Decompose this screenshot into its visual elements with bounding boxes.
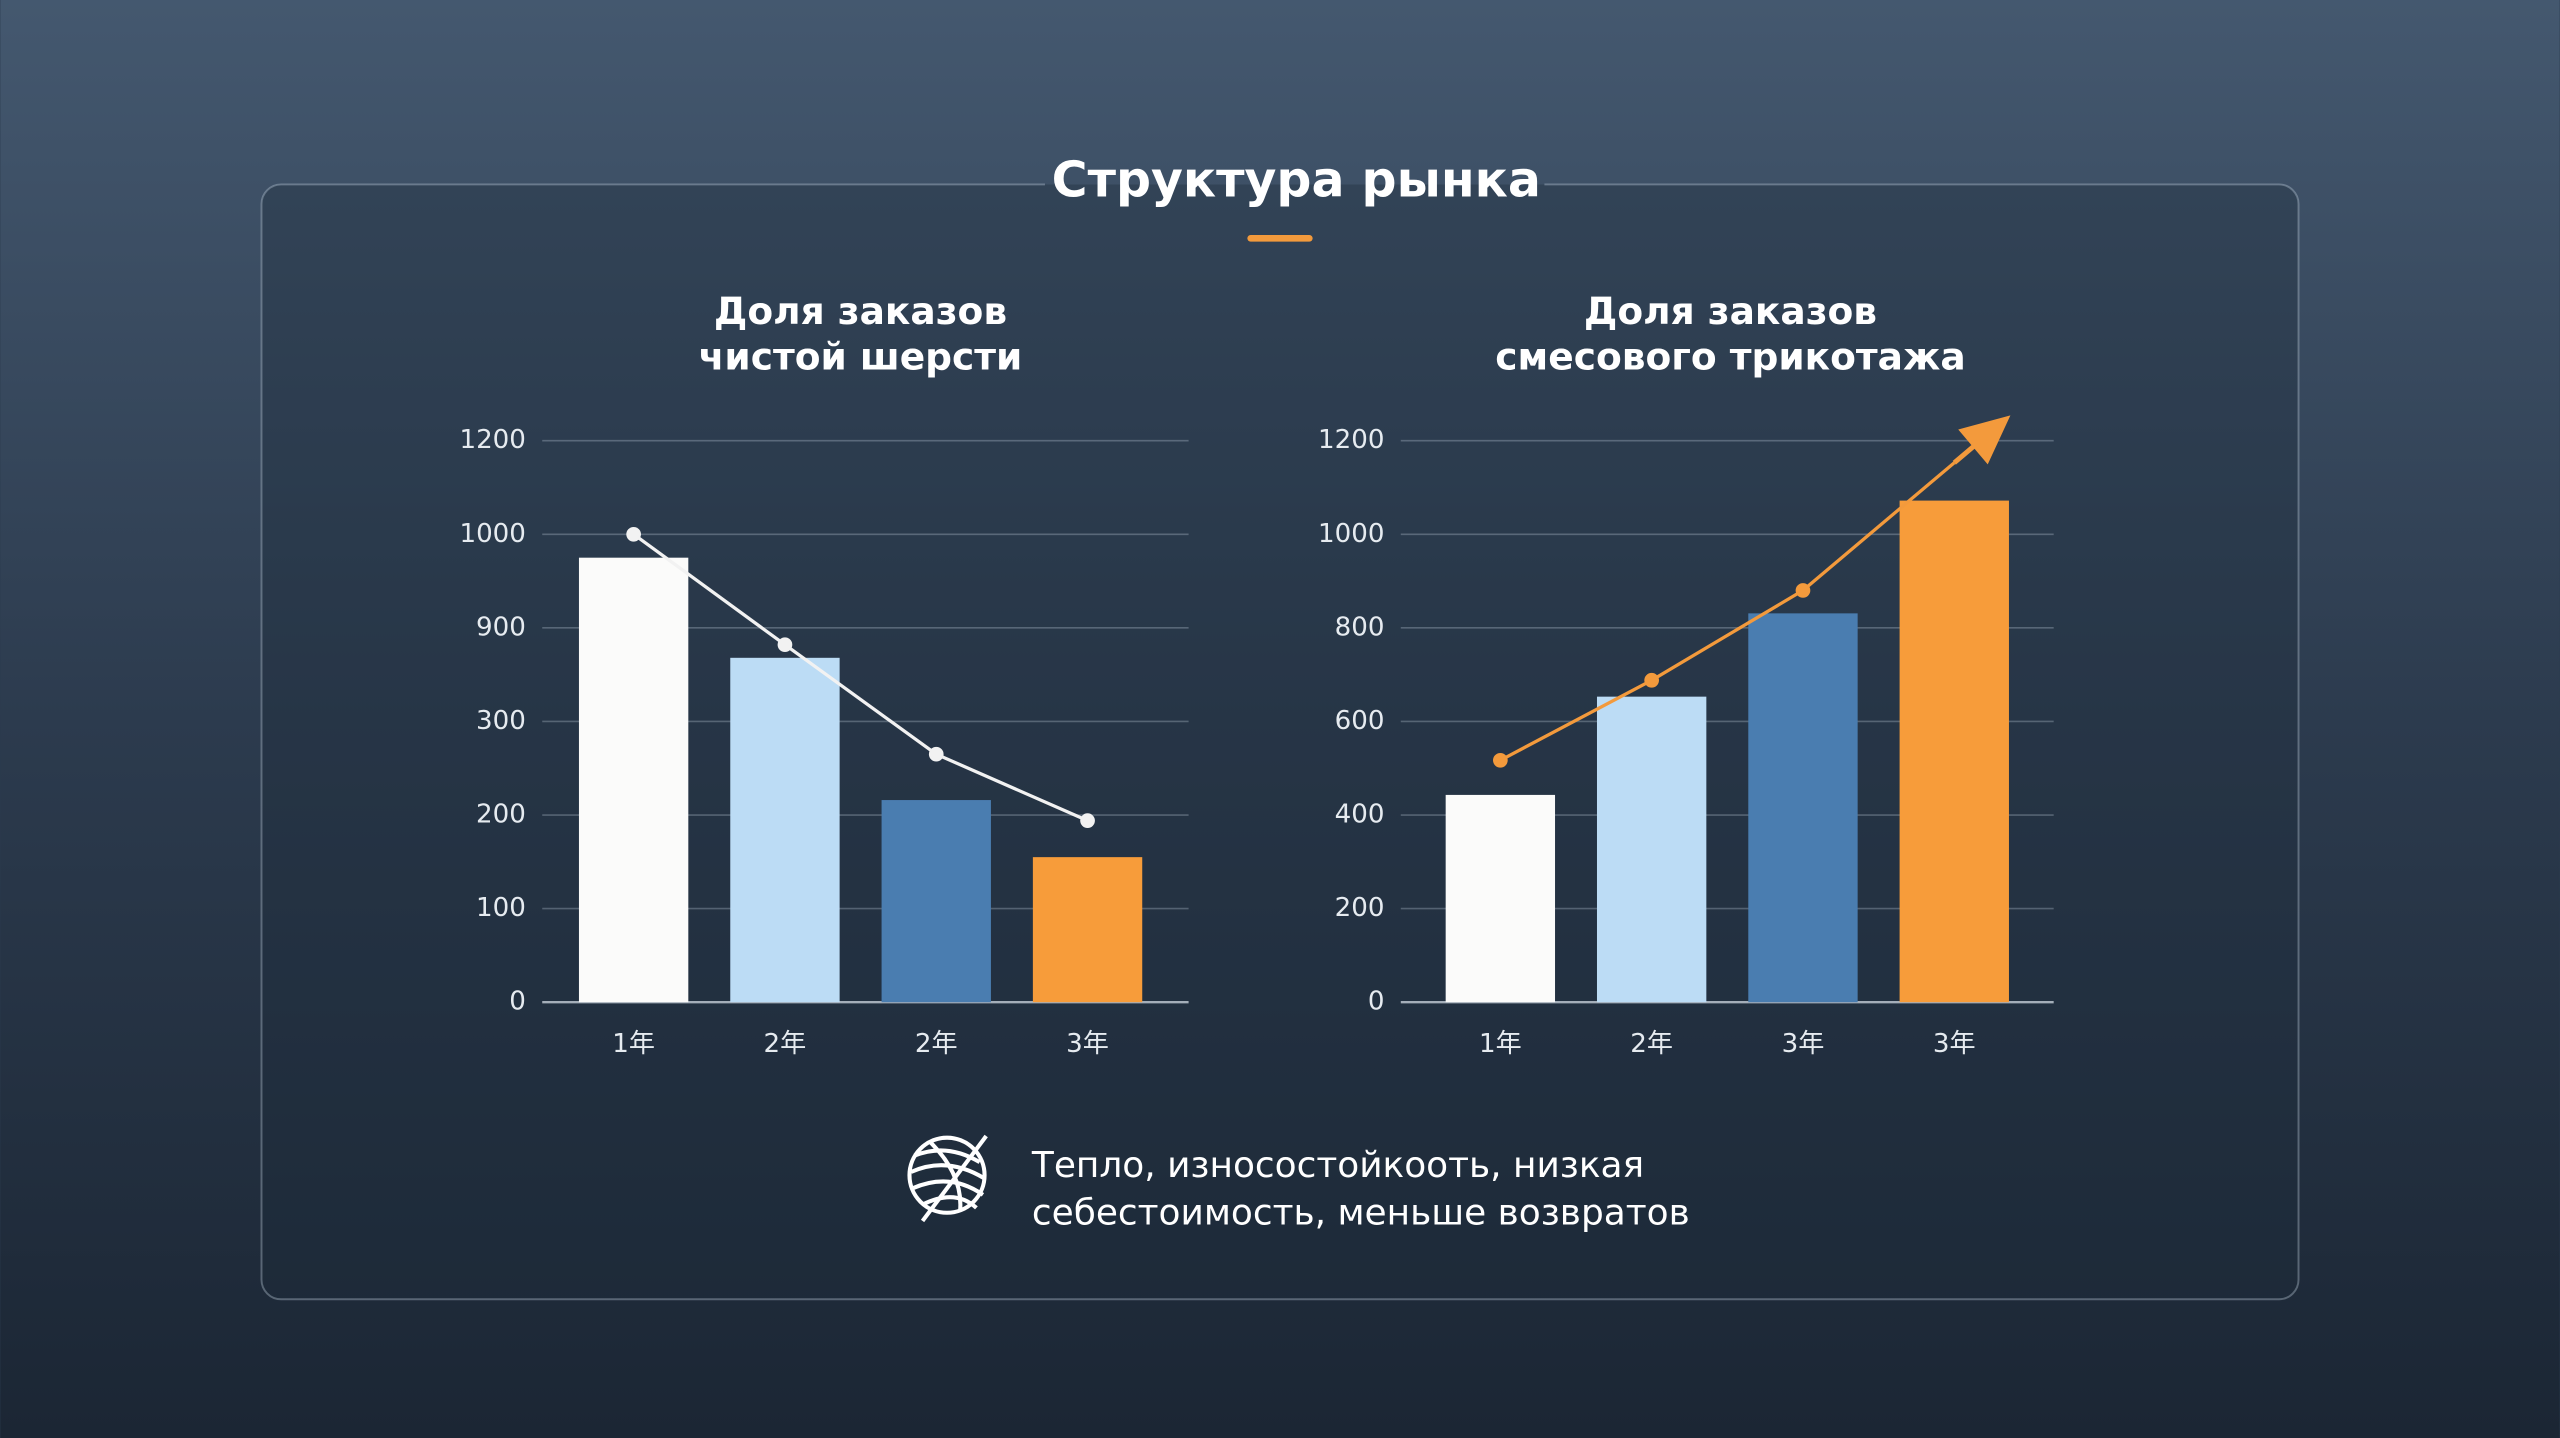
bar	[578, 557, 689, 1003]
footer-line: себестоимость, меньше возвратов	[1032, 1192, 1690, 1233]
footer-line: Тепло, износостойкооть, низкая	[1031, 1145, 1644, 1186]
chart-title: чистой шерсти	[699, 335, 1023, 379]
chart-title: Доля заказов	[1584, 289, 1877, 333]
y-tick-label: 0	[509, 987, 526, 1017]
x-tick-label: 1年	[1479, 1029, 1522, 1059]
panel	[260, 183, 2300, 1301]
y-tick-label: 200	[1335, 893, 1385, 923]
y-tick-label: 100	[476, 893, 526, 923]
x-tick-label: 2年	[1630, 1029, 1673, 1059]
y-tick-label: 900	[476, 612, 526, 642]
line-point	[1493, 752, 1508, 768]
x-tick-label: 3年	[1782, 1029, 1825, 1059]
trend-line	[632, 532, 1089, 823]
x-tick-label: 2年	[915, 1029, 958, 1059]
y-tick-label: 200	[476, 800, 526, 830]
line-point	[1644, 672, 1660, 688]
page-title: Структура рынка	[1052, 151, 1541, 208]
bar	[1032, 857, 1143, 1003]
y-tick-label: 400	[1335, 800, 1385, 830]
x-tick-label: 1年	[612, 1029, 655, 1059]
bar	[1596, 696, 1707, 1003]
y-tick-label: 1000	[459, 519, 525, 549]
x-tick-label: 2年	[764, 1029, 807, 1059]
bar	[730, 657, 840, 1003]
line-point	[928, 746, 944, 762]
bar	[1445, 794, 1556, 1003]
bar	[1748, 613, 1858, 1003]
line-point	[777, 637, 793, 653]
bar	[881, 800, 991, 1003]
y-tick-label: 600	[1335, 706, 1385, 736]
line-point	[1080, 813, 1095, 828]
title-underline	[1247, 235, 1313, 242]
x-tick-label: 3年	[1066, 1029, 1109, 1059]
y-tick-label: 800	[1335, 612, 1385, 642]
trend-line	[1499, 461, 1956, 762]
chart-title: Доля заказов	[714, 289, 1007, 333]
y-tick-label: 1200	[1318, 425, 1384, 455]
y-tick-label: 0	[1368, 987, 1385, 1017]
y-tick-label: 300	[476, 706, 526, 736]
line-point	[1795, 583, 1811, 598]
trend-arrow-head	[1958, 415, 2011, 465]
bar	[1899, 500, 2009, 1003]
y-tick-label: 1000	[1318, 519, 1384, 549]
x-tick-label: 3年	[1933, 1029, 1976, 1059]
line-point	[626, 526, 641, 542]
y-tick-label: 1200	[459, 425, 525, 455]
yarn-icon	[907, 1134, 988, 1223]
chart-title: смесового трикотажа	[1495, 335, 1965, 379]
